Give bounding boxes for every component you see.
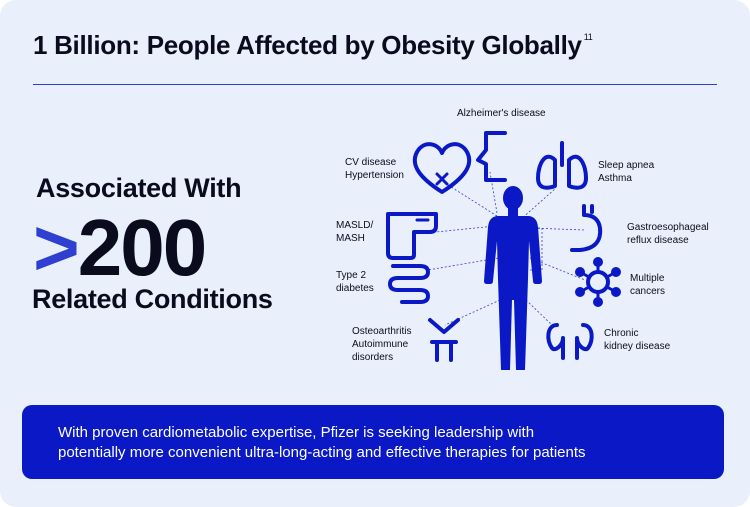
page-title: 1 Billion: People Affected by Obesity Gl… xyxy=(33,30,593,61)
greater-than-sign: > xyxy=(33,203,80,292)
label-osteo-line1: Osteoarthritis xyxy=(352,326,412,337)
headline-number: >200 xyxy=(33,208,207,288)
label-osteo-line3: disorders xyxy=(352,352,394,363)
title-text: 1 Billion: People Affected by Obesity Gl… xyxy=(33,30,582,60)
human-figure xyxy=(484,186,542,370)
cancer-cell-icon xyxy=(575,257,621,307)
label-cancers: Multiple cancers xyxy=(630,272,665,298)
label-alzheimers-text: Alzheimer's disease xyxy=(457,108,546,119)
label-masld-line1: MASLD/ xyxy=(336,220,374,231)
heart-icon xyxy=(412,142,472,194)
headline-number-value: 200 xyxy=(77,203,207,292)
lungs-icon xyxy=(536,141,588,190)
label-cv-line2: Hypertension xyxy=(345,170,404,181)
label-sleep-line1: Sleep apnea xyxy=(598,160,655,171)
banner-text: With proven cardiometabolic expertise, P… xyxy=(58,423,698,463)
brain-head-icon xyxy=(476,131,507,182)
liver-icon xyxy=(386,212,438,260)
stomach-icon xyxy=(570,204,603,252)
title-footnote: 11 xyxy=(583,32,593,42)
label-osteo-line2: Autoimmune xyxy=(352,339,409,350)
label-cancers-line2: cancers xyxy=(630,286,666,297)
intestine-icon xyxy=(388,264,430,304)
label-diabetes: Type 2 diabetes xyxy=(336,269,374,295)
knee-joint-icon xyxy=(428,318,460,362)
headline-line1: Associated With xyxy=(36,173,242,203)
label-gerd: Gastroesophageal reflux disease xyxy=(627,221,709,247)
conditions-diagram xyxy=(386,131,621,370)
label-diabetes-line2: diabetes xyxy=(336,283,374,294)
headline-line3: Related Conditions xyxy=(32,284,273,314)
label-diabetes-line1: Type 2 xyxy=(336,270,367,281)
label-osteoarthritis: Osteoarthritis Autoimmune disorders xyxy=(352,325,411,364)
label-kidney-line2: kidney disease xyxy=(604,341,671,352)
label-cv-disease: CV disease Hypertension xyxy=(345,156,404,182)
label-masld-line2: MASH xyxy=(336,233,365,244)
banner-line2: potentially more convenient ultra-long-a… xyxy=(58,444,586,461)
message-banner: With proven cardiometabolic expertise, P… xyxy=(22,405,724,479)
label-sleep-line2: Asthma xyxy=(598,173,632,184)
label-gerd-line2: reflux disease xyxy=(627,235,689,246)
label-kidney: Chronic kidney disease xyxy=(604,327,670,353)
label-alzheimers: Alzheimer's disease xyxy=(457,107,546,120)
label-sleep-apnea: Sleep apnea Asthma xyxy=(598,159,654,185)
label-cancers-line1: Multiple xyxy=(630,273,665,284)
label-masld: MASLD/ MASH xyxy=(336,219,373,245)
banner-line1: With proven cardiometabolic expertise, P… xyxy=(58,424,535,441)
label-kidney-line1: Chronic xyxy=(604,328,639,339)
label-cv-line1: CV disease xyxy=(345,157,397,168)
kidneys-icon xyxy=(546,323,594,360)
title-divider xyxy=(33,84,717,85)
label-gerd-line1: Gastroesophageal xyxy=(627,222,709,233)
